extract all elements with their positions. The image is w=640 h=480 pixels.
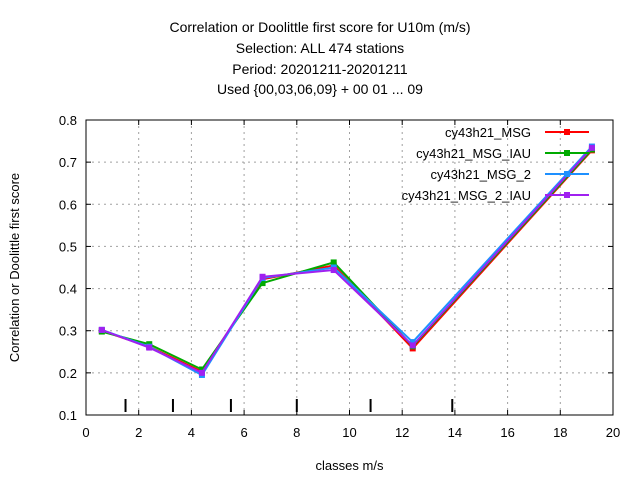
legend-label: cy43h21_MSG_2 bbox=[431, 167, 531, 182]
x-tick-label: 10 bbox=[342, 425, 356, 440]
y-tick-label: 0.1 bbox=[59, 408, 77, 423]
y-tick-label: 0.3 bbox=[59, 324, 77, 339]
legend-label: cy43h21_MSG_2_IAU bbox=[402, 188, 531, 203]
series-line bbox=[101, 148, 593, 371]
legend-label: cy43h21_MSG_IAU bbox=[416, 146, 531, 161]
x-tick-label: 8 bbox=[293, 425, 300, 440]
x-tick-label: 12 bbox=[395, 425, 409, 440]
x-tick-label: 20 bbox=[606, 425, 620, 440]
y-tick-label: 0.6 bbox=[59, 197, 77, 212]
y-tick-label: 0.4 bbox=[59, 282, 77, 297]
data-point bbox=[330, 267, 337, 274]
series-line bbox=[101, 149, 593, 373]
chart-title-line-3: Period: 20201211-20201211 bbox=[232, 61, 408, 77]
legend-marker bbox=[564, 171, 570, 177]
data-point bbox=[198, 366, 205, 373]
legend-marker bbox=[564, 192, 570, 198]
series-lines bbox=[98, 143, 595, 378]
class-boundary-markers bbox=[124, 399, 454, 412]
data-point bbox=[198, 369, 205, 376]
plot-frame bbox=[85, 119, 614, 416]
data-point bbox=[259, 273, 266, 280]
x-tick-label: 18 bbox=[553, 425, 567, 440]
y-axis-label: Correlation or Doolittle first score bbox=[7, 173, 22, 362]
x-tick-label: 16 bbox=[500, 425, 514, 440]
x-tick-label: 6 bbox=[240, 425, 247, 440]
axis-ticks: 0 2 4 6 8 10 12 14 16 18 20 0.1 0.2 0.3 0.4 0.5 0.6 0.7 0.… bbox=[59, 113, 620, 440]
y-tick-label: 0.2 bbox=[59, 366, 77, 381]
legend-marker bbox=[564, 150, 570, 156]
data-point bbox=[588, 144, 595, 151]
x-tick-label: 14 bbox=[448, 425, 462, 440]
legend: cy43h21_MSG cy43h21_MSG_IAU cy43h21_MSG_2c… bbox=[402, 125, 589, 203]
data-point bbox=[146, 344, 153, 351]
grid bbox=[86, 120, 613, 415]
y-tick-label: 0.8 bbox=[59, 113, 77, 128]
x-tick-label: 0 bbox=[82, 425, 89, 440]
y-tick-label: 0.5 bbox=[59, 239, 77, 254]
legend-label: cy43h21_MSG bbox=[445, 125, 531, 140]
x-tick-label: 4 bbox=[188, 425, 195, 440]
data-point bbox=[330, 259, 337, 266]
chart-title-line-1: Correlation or Doolittle first score for… bbox=[169, 19, 471, 35]
x-tick-label: 2 bbox=[135, 425, 142, 440]
data-point bbox=[409, 342, 416, 349]
data-point bbox=[98, 326, 105, 333]
chart-title-line-4: Used {00,03,06,09} + 00 01 ... 09 bbox=[217, 81, 423, 97]
chart-title-line-2: Selection: ALL 474 stations bbox=[235, 40, 405, 56]
y-tick-label: 0.7 bbox=[59, 155, 77, 170]
legend-marker bbox=[564, 129, 570, 135]
data-point bbox=[259, 280, 266, 287]
data-point bbox=[409, 339, 416, 346]
x-axis-label: classes m/s bbox=[316, 458, 384, 473]
